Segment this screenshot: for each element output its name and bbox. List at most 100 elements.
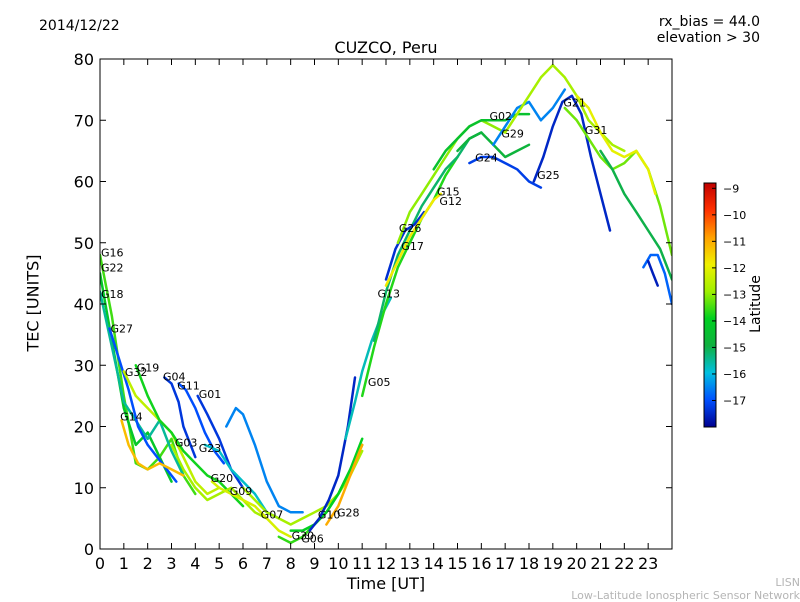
series-line-g10 bbox=[308, 376, 357, 532]
colorbar-tick-label: −13 bbox=[723, 288, 746, 301]
sat-label-g11: G11 bbox=[177, 379, 200, 392]
x-tick-label: 21 bbox=[590, 554, 610, 573]
y-tick-label: 60 bbox=[74, 173, 94, 192]
y-tick-label: 40 bbox=[74, 295, 94, 314]
x-tick-label: 7 bbox=[262, 554, 272, 573]
footer-line-1: LISN bbox=[775, 576, 800, 589]
y-tick-label: 0 bbox=[84, 540, 94, 559]
x-tick-label: 5 bbox=[214, 554, 224, 573]
series-line-g19 bbox=[134, 364, 245, 508]
sat-label-g07: G07 bbox=[261, 509, 284, 522]
y-tick-label: 10 bbox=[74, 479, 94, 498]
sat-label-g20: G20 bbox=[211, 472, 234, 485]
sat-label-g29: G29 bbox=[501, 128, 524, 141]
colorbar-tick-label: −14 bbox=[723, 315, 746, 328]
colorbar-tick-label: −12 bbox=[723, 262, 746, 275]
colorbar-tick-label: −15 bbox=[723, 341, 746, 354]
x-tick-label: 14 bbox=[423, 554, 443, 573]
sat-label-g30: G30 bbox=[292, 530, 315, 543]
footer-credit: LISN Low-Latitude Ionospheric Sensor Net… bbox=[571, 576, 800, 602]
elevation-label: elevation > 30 bbox=[656, 30, 760, 46]
sat-label-g06: G06 bbox=[301, 533, 324, 546]
y-tick-label: 80 bbox=[74, 50, 94, 69]
series-line-g20 bbox=[210, 480, 292, 539]
sat-label-g18: G18 bbox=[101, 288, 124, 301]
y-tick-label: 30 bbox=[74, 356, 94, 375]
colorbar-tick-label: −17 bbox=[723, 394, 746, 407]
sat-label-g23: G23 bbox=[199, 442, 222, 455]
sat-label-g10: G10 bbox=[318, 509, 341, 522]
series-line-g31b bbox=[642, 253, 672, 306]
series-line-g14 bbox=[120, 419, 185, 477]
x-tick-label: 15 bbox=[447, 554, 467, 573]
series-line-g27 bbox=[108, 327, 178, 483]
series-line-g22 bbox=[100, 272, 173, 483]
y-tick-label: 20 bbox=[74, 418, 94, 437]
series-line-g30 bbox=[277, 443, 364, 545]
series-line-g28 bbox=[325, 443, 364, 526]
colorbar-tick-label: −9 bbox=[723, 182, 739, 195]
sat-label-g17: G17 bbox=[401, 240, 424, 253]
colorbar-tick-label: −10 bbox=[723, 209, 746, 222]
series-line-g26 bbox=[384, 210, 426, 281]
series-line-g01 bbox=[196, 394, 245, 490]
x-tick-label: 4 bbox=[190, 554, 200, 573]
sat-label-g25: G25 bbox=[537, 169, 560, 182]
sat-label-g24: G24 bbox=[475, 152, 498, 165]
x-tick-label: 10 bbox=[328, 554, 348, 573]
colorbar-tick-label: −16 bbox=[723, 368, 746, 381]
series-line-g25 bbox=[492, 88, 567, 147]
x-tick-label: 16 bbox=[471, 554, 491, 573]
sat-label-g28: G28 bbox=[337, 506, 360, 519]
sat-label-g31: G31 bbox=[585, 124, 608, 137]
series-line-g04 bbox=[163, 376, 197, 459]
sat-label-g27: G27 bbox=[111, 323, 134, 336]
sat-label-g22: G22 bbox=[101, 261, 124, 274]
sat-label-g26: G26 bbox=[399, 222, 422, 235]
sat-label-g12: G12 bbox=[439, 195, 462, 208]
sat-label-g21: G21 bbox=[563, 96, 586, 109]
x-axis-label: Time [UT] bbox=[346, 574, 426, 593]
sat-label-g02: G02 bbox=[489, 110, 512, 123]
x-tick-label: 13 bbox=[400, 554, 420, 573]
sat-label-g14: G14 bbox=[120, 411, 143, 424]
series-line-g09 bbox=[225, 406, 304, 514]
x-tick-label: 0 bbox=[95, 554, 105, 573]
x-tick-label: 17 bbox=[495, 554, 515, 573]
sat-label-g32: G32 bbox=[125, 366, 148, 379]
x-tick-label: 3 bbox=[166, 554, 176, 573]
series-line-g11 bbox=[177, 382, 226, 465]
series-line-g24 bbox=[468, 155, 543, 189]
sat-label-g13: G13 bbox=[377, 288, 400, 301]
x-tick-label: 2 bbox=[143, 554, 153, 573]
x-tick-label: 11 bbox=[352, 554, 372, 573]
parameters-block: rx_bias = 44.0 elevation > 30 bbox=[657, 14, 760, 46]
series-line-g17 bbox=[372, 131, 483, 343]
series-line-g31 bbox=[532, 94, 612, 232]
x-tick-label: 20 bbox=[566, 554, 586, 573]
series-line-g03 bbox=[170, 443, 269, 520]
sat-label-g03: G03 bbox=[175, 436, 198, 449]
sat-label-g16: G16 bbox=[101, 247, 124, 260]
date-label: 2014/12/22 bbox=[39, 18, 120, 34]
x-tick-label: 12 bbox=[376, 554, 396, 573]
x-tick-label: 23 bbox=[638, 554, 658, 573]
footer-line-2: Low-Latitude Ionospheric Sensor Network bbox=[571, 589, 800, 602]
sat-label-g04: G04 bbox=[163, 370, 186, 383]
x-tick-label: 1 bbox=[119, 554, 129, 573]
series-line-g29b bbox=[575, 94, 657, 196]
rx-bias-label: rx_bias = 44.0 bbox=[658, 14, 760, 30]
y-tick-label: 70 bbox=[74, 111, 94, 130]
x-tick-label: 22 bbox=[614, 554, 634, 573]
series-line-g15 bbox=[396, 119, 507, 245]
series-line-g06 bbox=[289, 437, 364, 532]
sat-label-g01: G01 bbox=[199, 388, 222, 401]
sat-label-g09: G09 bbox=[230, 485, 253, 498]
x-tick-label: 6 bbox=[238, 554, 248, 573]
series-line-g18 bbox=[100, 290, 185, 477]
chart-title: CUZCO, Peru bbox=[334, 38, 438, 57]
sat-label-g19: G19 bbox=[137, 362, 160, 375]
series-line-g25b bbox=[599, 149, 672, 281]
x-tick-label: 18 bbox=[519, 554, 539, 573]
